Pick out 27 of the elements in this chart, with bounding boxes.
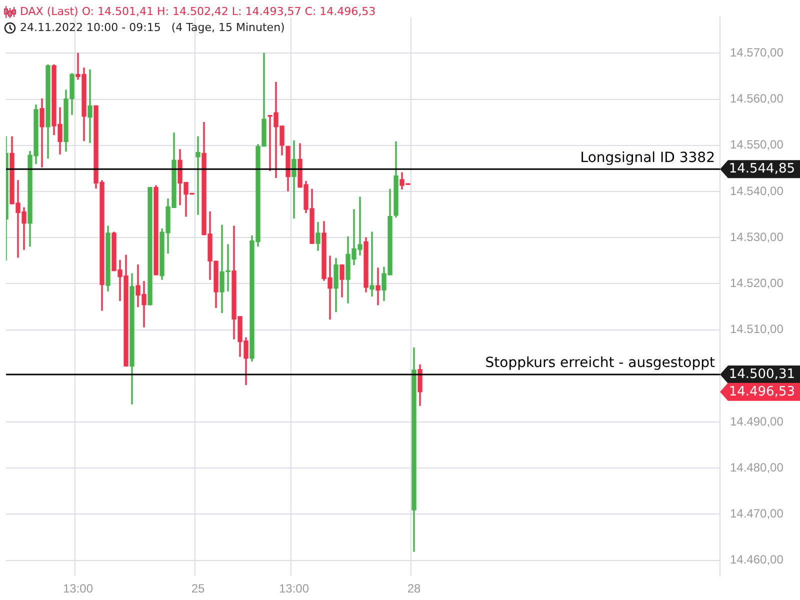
x-tick-label: 25: [191, 582, 205, 596]
y-tick-label: 14.460,00: [730, 552, 784, 567]
y-tick-label: 14.530,00: [730, 230, 784, 244]
y-tick-label: 14.550,00: [730, 138, 784, 152]
y-tick-label: 14.570,00: [730, 45, 784, 60]
candlestick: [196, 136, 200, 215]
text: 14.544,85: [728, 161, 795, 176]
y-tick-label: 14.540,00: [730, 184, 784, 198]
y-tick-label: 14.520,00: [730, 276, 784, 290]
y-tick-label: 14.490,00: [730, 414, 784, 428]
y-tick-label: 14.560,00: [730, 92, 784, 106]
text: 14.496,53: [728, 384, 795, 400]
x-tick-label: 13:00: [62, 582, 94, 596]
y-tick-label: 14.480,00: [730, 460, 784, 474]
x-tick-label: 28: [407, 582, 421, 596]
chart-title: DAX (Last) O: 14.501,41 H: 14.502,42 L: 14.493,57 C: 14.496,53: [20, 4, 376, 20]
chart-subtitle: 24.11.2022 10:00 - 09:15 (4 Tage, 15 Minuten): [20, 20, 285, 36]
candlestick: [376, 268, 380, 306]
candlestick: [370, 232, 374, 296]
y-tick-label: 14.510,00: [730, 322, 784, 336]
ref-line-label: Longsignal ID 3382: [580, 150, 715, 166]
candlestick: [292, 140, 296, 219]
candlestick: [88, 69, 92, 143]
y-tick-label: 14.470,00: [730, 506, 784, 521]
x-tick-label: 13:00: [278, 582, 310, 596]
text: 14.500,31: [728, 366, 795, 382]
ref-line-label: Stoppkurs erreicht - ausgestoppt: [485, 355, 716, 372]
